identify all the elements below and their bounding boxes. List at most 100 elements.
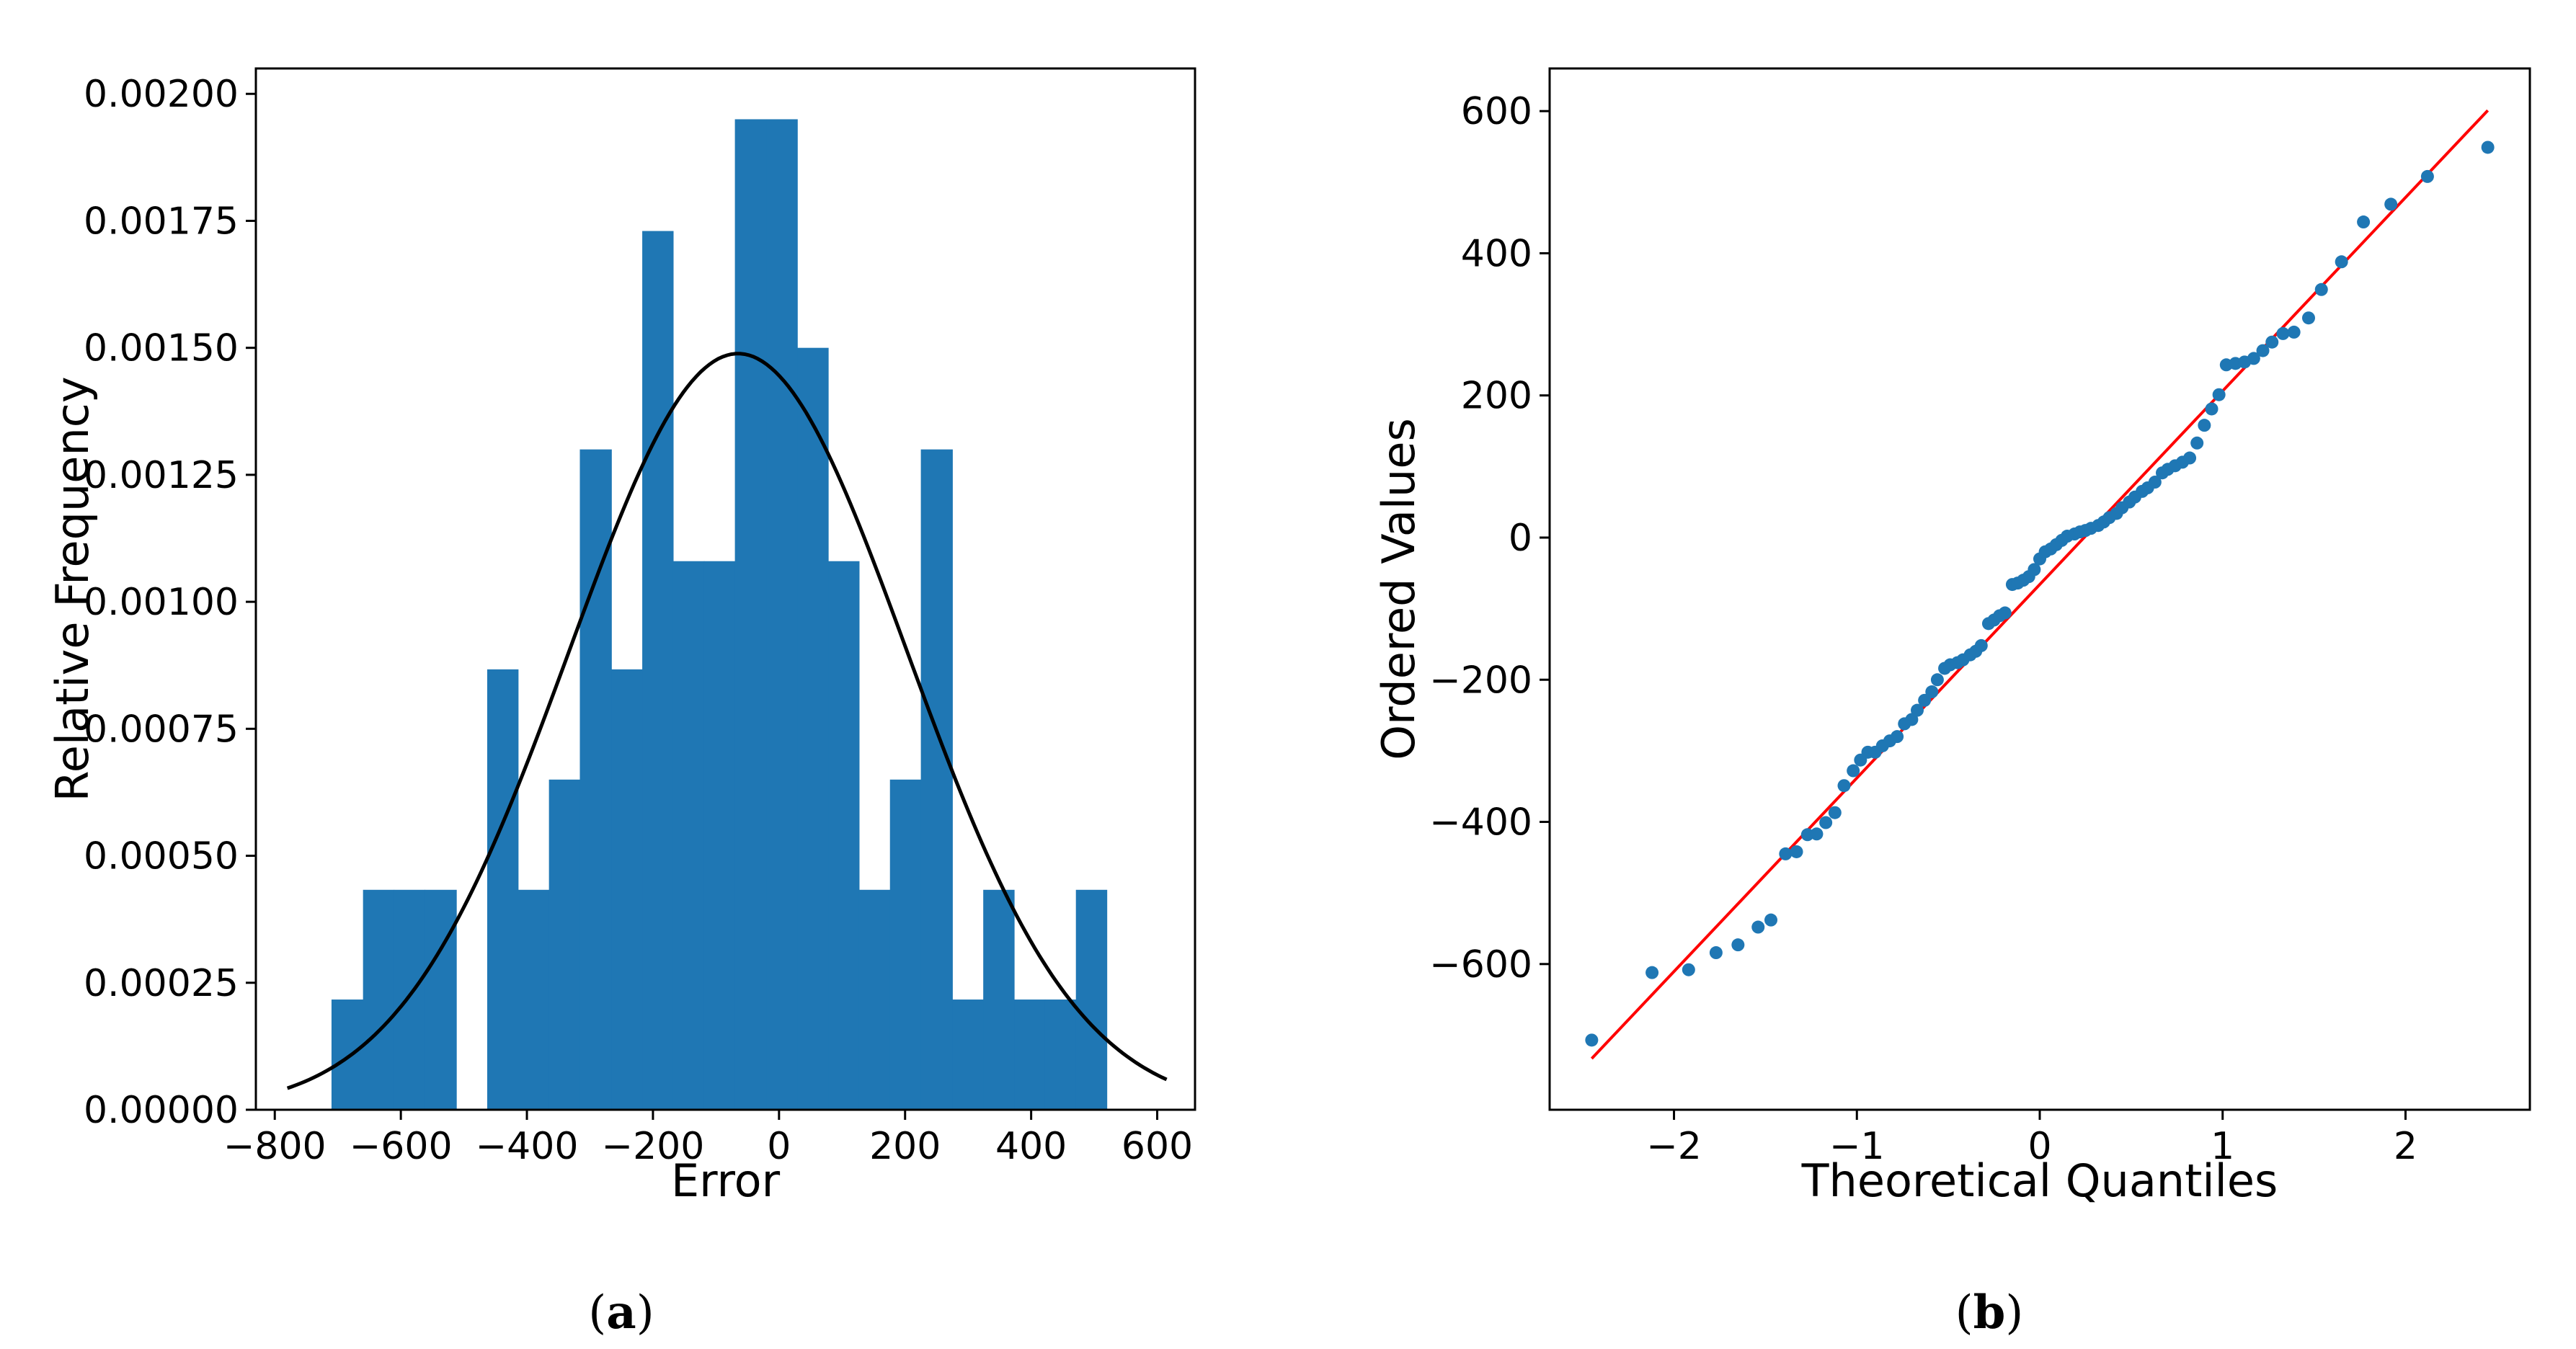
- qq-point: [2276, 326, 2290, 340]
- histogram-panel: −800 −600 −400 −200 0 200 400 600 0.00000 0.0002…: [46, 67, 1196, 1207]
- histogram-bar: [983, 889, 1015, 1110]
- histogram-bar: [672, 561, 705, 1110]
- histogram-bar: [518, 889, 550, 1110]
- histogram-bar: [548, 779, 581, 1110]
- histogram-bar: [1014, 999, 1046, 1110]
- qq-point: [1585, 1033, 1599, 1047]
- histogram-y-tick-label: 0.00200: [84, 73, 239, 116]
- qq-points: [1585, 141, 2495, 1047]
- qq-point: [2205, 402, 2219, 416]
- qq-point: [1891, 730, 1904, 744]
- qq-point: [2265, 335, 2279, 349]
- histogram-bar: [828, 561, 860, 1110]
- qq-point: [2420, 169, 2434, 183]
- histogram-x-tick-label: −400: [476, 1125, 579, 1168]
- qq-plot-panel: −2 −1 0 1 2 −600 −400 −200 0 200 400 600 Theoretic…: [1372, 67, 2531, 1207]
- qq-point: [2190, 436, 2204, 450]
- qq-y-tick-label: 0: [1509, 517, 1532, 560]
- qq-y-ticks: −600 −400 −200 0 200 400 600: [1429, 90, 1550, 987]
- qq-x-tick-label: 0: [2028, 1125, 2051, 1168]
- qq-point: [2335, 255, 2348, 269]
- histogram-bar: [579, 449, 612, 1110]
- histogram-x-axis-label: Error: [671, 1154, 781, 1207]
- histogram-bar: [331, 999, 364, 1110]
- histogram-y-tick-label: 0.00150: [84, 327, 239, 370]
- qq-point: [1645, 966, 1659, 979]
- qq-point: [1847, 764, 1860, 778]
- qq-point: [1911, 703, 1924, 717]
- qq-y-tick-label: −600: [1429, 943, 1532, 987]
- qq-reference-line: [1590, 109, 2490, 1060]
- histogram-y-ticks: 0.00000 0.00025 0.00050 0.00075 0.00100 0.001…: [84, 73, 256, 1132]
- histogram-y-tick-label: 0.00175: [84, 200, 239, 243]
- histogram-bar: [920, 449, 953, 1110]
- qq-point: [2256, 344, 2270, 357]
- qq-point: [1930, 673, 1944, 687]
- caption-a-open: (: [588, 1286, 606, 1340]
- qq-point: [2183, 451, 2197, 465]
- qq-point: [2481, 141, 2495, 154]
- histogram-bar: [1044, 999, 1077, 1110]
- histogram-bar: [952, 999, 984, 1110]
- histogram-bar: [394, 889, 425, 1110]
- histogram-bar: [611, 669, 643, 1110]
- caption-a-close: ): [636, 1286, 654, 1340]
- qq-point: [1779, 847, 1793, 860]
- qq-point: [2212, 388, 2226, 401]
- histogram-bar: [797, 347, 829, 1110]
- qq-point: [2287, 325, 2301, 339]
- histogram-bar: [363, 889, 395, 1110]
- histogram-bar: [858, 889, 891, 1110]
- qq-y-tick-label: −400: [1429, 801, 1532, 845]
- qq-point: [1810, 827, 1824, 841]
- qq-point: [1764, 913, 1778, 927]
- qq-x-axis-label: Theoretical Quantiles: [1801, 1154, 2278, 1207]
- qq-x-tick-label: 1: [2211, 1125, 2234, 1168]
- histogram-x-tick-label: 200: [869, 1125, 941, 1168]
- histogram-x-tick-label: −800: [223, 1125, 327, 1168]
- qq-point: [1837, 779, 1851, 793]
- qq-point: [1731, 938, 1745, 952]
- histogram-x-tick-label: 0: [767, 1125, 791, 1168]
- histogram-bar: [1075, 889, 1108, 1110]
- qq-x-tick-label: −2: [1646, 1125, 1702, 1168]
- qq-y-tick-label: −200: [1429, 659, 1532, 702]
- histogram-bar: [487, 669, 519, 1110]
- qq-x-tick-label: 2: [2394, 1125, 2417, 1168]
- normal-fit-curve: [286, 352, 1168, 1090]
- qq-point: [1751, 920, 1765, 934]
- histogram-bar: [425, 889, 457, 1110]
- qq-point: [1998, 606, 2012, 620]
- qq-y-axis-label: Ordered Values: [1372, 418, 1425, 760]
- qq-point: [2028, 563, 2041, 576]
- qq-point: [2148, 476, 2162, 489]
- histogram-x-tick-label: 600: [1122, 1125, 1193, 1168]
- histogram-bars: [331, 119, 1108, 1110]
- caption-a-letter: a: [606, 1286, 636, 1340]
- qq-y-tick-label: 200: [1461, 375, 1532, 418]
- qq-point: [2301, 311, 2315, 325]
- histogram-bar: [642, 231, 674, 1110]
- qq-point: [1819, 816, 1833, 829]
- histogram-y-tick-label: 0.00000: [84, 1089, 239, 1132]
- caption-b: (b): [1955, 1286, 2024, 1340]
- qq-point: [2247, 352, 2260, 365]
- histogram-y-tick-label: 0.00050: [84, 835, 239, 878]
- qq-point: [1918, 693, 1932, 707]
- histogram-x-tick-label: −600: [350, 1125, 453, 1168]
- histogram-y-tick-label: 0.00075: [84, 708, 239, 751]
- qq-point: [2314, 282, 2328, 296]
- caption-b-letter: b: [1973, 1286, 2006, 1340]
- qq-x-tick-label: −1: [1829, 1125, 1885, 1168]
- qq-y-tick-label: 600: [1461, 90, 1532, 133]
- histogram-bar: [889, 779, 922, 1110]
- qq-plot-frame: [1548, 67, 2531, 1111]
- histogram-x-ticks: −800 −600 −400 −200 0 200 400 600: [223, 1110, 1193, 1168]
- qq-point: [1925, 685, 1939, 699]
- qq-point: [2198, 419, 2211, 432]
- histogram-y-tick-label: 0.00125: [84, 454, 239, 497]
- caption-a: (a): [588, 1286, 654, 1340]
- histogram-bar: [734, 119, 767, 1110]
- histogram-x-tick-label: 400: [995, 1125, 1067, 1168]
- histogram-x-tick-label: −200: [602, 1125, 705, 1168]
